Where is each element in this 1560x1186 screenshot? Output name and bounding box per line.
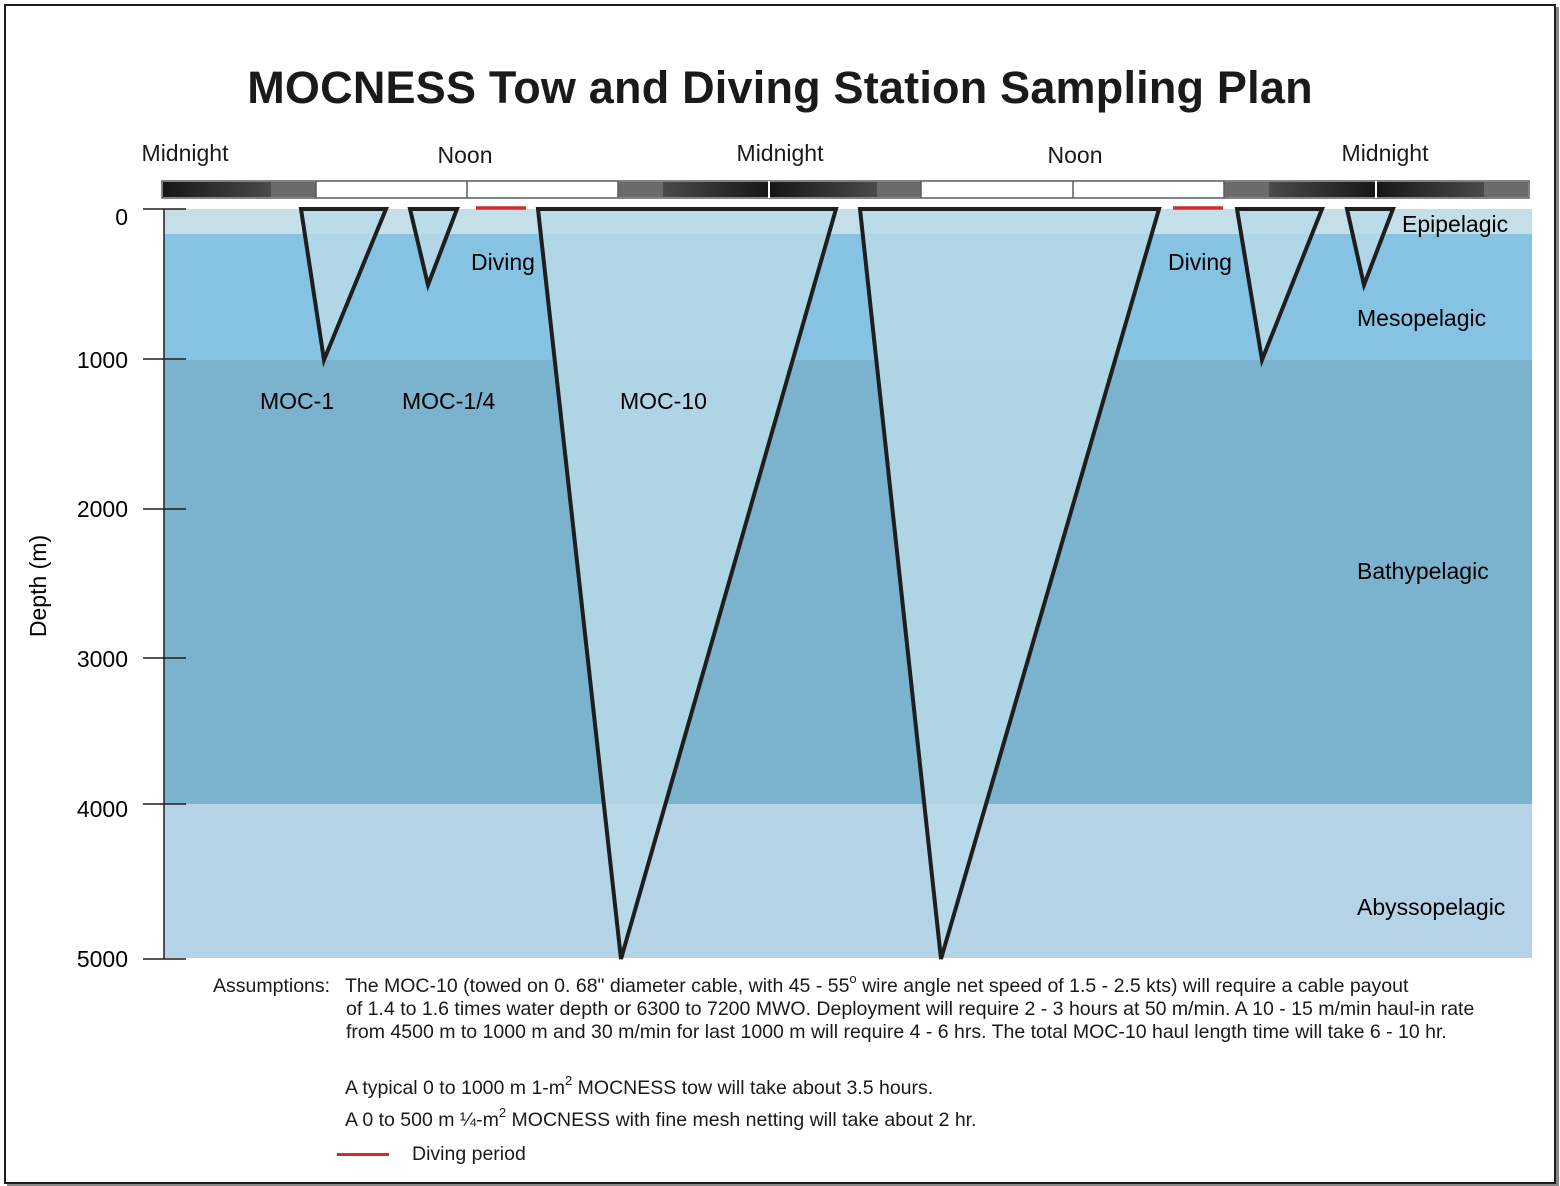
time-label-midnight-3: Midnight bbox=[1341, 140, 1429, 166]
assumption-moc1-text-a: A typical 0 to 1000 m 1-m bbox=[345, 1077, 566, 1099]
assumption-moc10-degree: o bbox=[849, 971, 857, 986]
assumption-moc14-text-a: A 0 to 500 m ¼-m bbox=[345, 1109, 499, 1131]
assumptions-lead: Assumptions: bbox=[213, 975, 331, 997]
y-tick-4000: 4000 bbox=[77, 796, 128, 822]
time-label-midnight-1: Midnight bbox=[141, 140, 229, 166]
legend-diving-label: Diving period bbox=[412, 1143, 526, 1165]
diving-label-1: Diving bbox=[471, 249, 535, 275]
tow-moc1-day1 bbox=[298, 207, 389, 368]
tow-moc14-day1 bbox=[407, 207, 460, 292]
day-night-bar bbox=[161, 180, 1530, 199]
diving-label-2: Diving bbox=[1168, 249, 1232, 275]
zone-bathypelagic bbox=[164, 360, 1532, 804]
assumption-moc10-text-b: wire angle net speed of 1.5 - 2.5 kts) w… bbox=[856, 975, 1409, 997]
zone-label-mesopelagic: Mesopelagic bbox=[1357, 305, 1486, 331]
y-tick-0: 0 bbox=[115, 204, 128, 230]
assumption-moc14-sup: 2 bbox=[498, 1105, 507, 1120]
assumption-moc14-text-b: MOCNESS with fine mesh netting will take… bbox=[506, 1109, 977, 1131]
tow-moc14-day2 bbox=[1344, 207, 1396, 292]
time-label-midnight-2: Midnight bbox=[736, 140, 824, 166]
assumption-moc1-sup: 2 bbox=[565, 1073, 573, 1088]
tow-moc10-1 bbox=[535, 207, 839, 960]
assumption-moc1-text-b: MOCNESS tow will take about 3.5 hours. bbox=[572, 1077, 934, 1099]
zone-label-abyssopelagic: Abyssopelagic bbox=[1357, 894, 1505, 920]
tow-moc1-day2 bbox=[1234, 207, 1325, 368]
tow-moc10-2 bbox=[857, 207, 1162, 960]
y-axis-ticks bbox=[143, 208, 186, 960]
time-label-noon-2: Noon bbox=[1047, 142, 1103, 168]
figure-title: MOCNESS Tow and Diving Station Sampling … bbox=[247, 62, 1313, 113]
net-label-moc1: MOC-1 bbox=[260, 388, 334, 414]
assumption-moc1: A typical 0 to 1000 m 1-m2 MOCNESS tow w… bbox=[345, 1074, 1495, 1100]
assumption-moc14: A 0 to 500 m ¼-m2 MOCNESS with fine mesh… bbox=[345, 1106, 1495, 1132]
zone-label-epipelagic: Epipelagic bbox=[1402, 211, 1508, 237]
assumption-moc10: The MOC-10 (towed on 0. 68" diameter cab… bbox=[345, 972, 1495, 998]
zone-abyssopelagic bbox=[164, 804, 1532, 958]
time-label-noon-1: Noon bbox=[437, 142, 493, 168]
assumption-moc10-text-a: The MOC-10 (towed on 0. 68" diameter cab… bbox=[345, 975, 850, 997]
net-label-moc10: MOC-10 bbox=[620, 388, 707, 414]
assumption-moc10-cont: of 1.4 to 1.6 times water depth or 6300 … bbox=[346, 998, 1475, 1043]
legend-diving-swatch bbox=[337, 1153, 389, 1156]
zone-label-bathypelagic: Bathypelagic bbox=[1357, 558, 1489, 584]
y-tick-5000: 5000 bbox=[77, 946, 128, 972]
y-tick-1000: 1000 bbox=[77, 347, 128, 373]
y-tick-3000: 3000 bbox=[77, 646, 128, 672]
y-axis-label: Depth (m) bbox=[25, 535, 51, 637]
net-label-moc14: MOC-1/4 bbox=[402, 388, 496, 414]
y-tick-2000: 2000 bbox=[77, 496, 128, 522]
